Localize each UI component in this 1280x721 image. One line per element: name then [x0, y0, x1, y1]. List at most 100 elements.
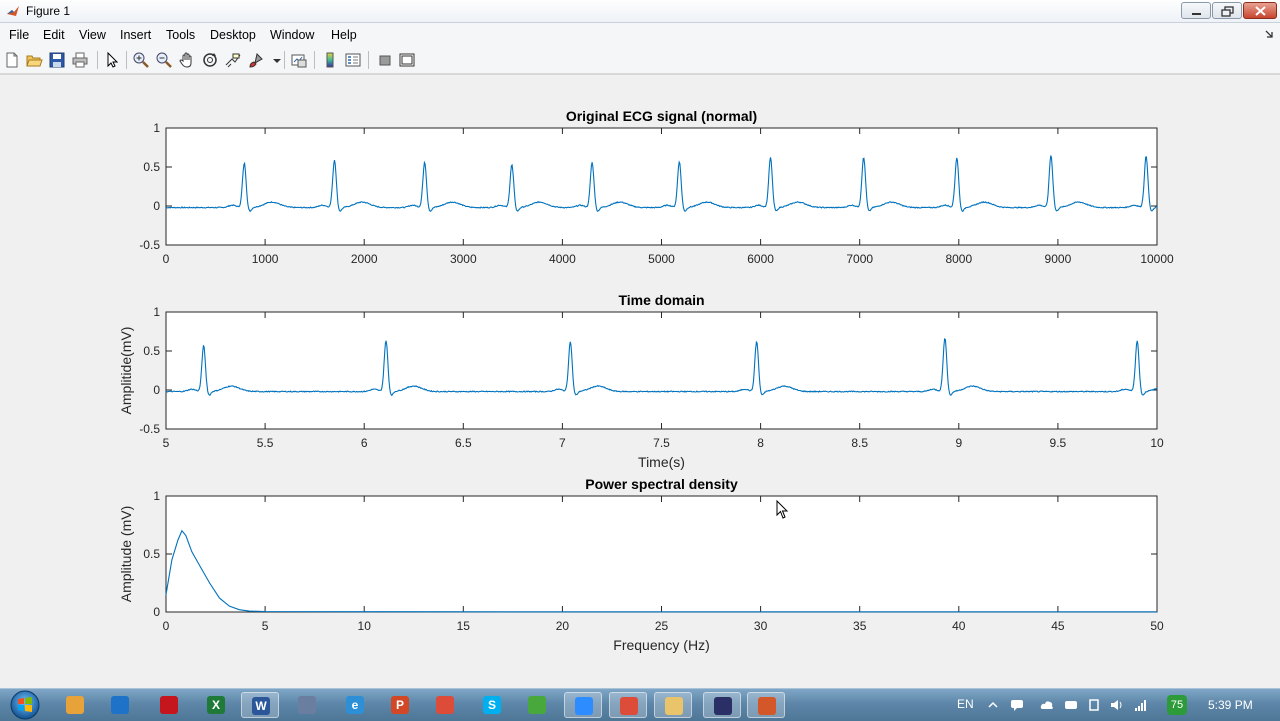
y-axis-label: Amplitude (mV)	[118, 506, 134, 602]
y-tick-label: 1	[153, 121, 160, 135]
window-title-bar[interactable]: Figure 1	[0, 0, 1280, 23]
x-tick-label: 5	[163, 436, 170, 450]
ie-taskbar-button[interactable]	[101, 692, 139, 718]
close-button[interactable]	[1243, 2, 1277, 19]
rotate-icon[interactable]	[201, 51, 219, 69]
show-plot-tools-icon[interactable]	[398, 51, 416, 69]
start-button-icon[interactable]	[6, 689, 44, 721]
folder-icon	[665, 697, 683, 715]
excel-taskbar-button[interactable]: X	[197, 692, 235, 718]
toolbar-separator	[97, 51, 98, 69]
x-tick-label: 5.5	[257, 436, 274, 450]
pan-icon[interactable]	[178, 51, 196, 69]
window-title: Figure 1	[26, 4, 71, 18]
chrome-taskbar-button[interactable]	[609, 692, 647, 718]
axes-box-3	[165, 495, 1158, 613]
y-tick-label: 0.5	[143, 344, 160, 358]
chrome-taskbar-button[interactable]	[426, 692, 464, 718]
menu-tools[interactable]: Tools	[166, 28, 196, 42]
series-line-2	[165, 337, 1158, 397]
matlab-editor-taskbar-button[interactable]	[703, 692, 741, 718]
menu-file[interactable]: File	[9, 28, 30, 42]
excel-icon: X	[207, 696, 225, 714]
folder-taskbar-button[interactable]	[654, 692, 692, 718]
y-tick-label: 0.5	[143, 547, 160, 561]
media-taskbar-button[interactable]	[288, 692, 326, 718]
axes-title: Power spectral density	[585, 476, 738, 492]
acrobat-taskbar-button[interactable]	[150, 692, 188, 718]
x-tick-label: 30	[754, 619, 768, 633]
new-figure-icon[interactable]	[3, 51, 21, 69]
browser-taskbar-button[interactable]: e	[336, 692, 374, 718]
toolbar-separator	[126, 51, 127, 69]
clock[interactable]: 5:39 PM	[1208, 698, 1253, 712]
link-plot-icon[interactable]	[290, 51, 308, 69]
x-tick-label: 3000	[450, 252, 477, 266]
matlab-taskbar-button[interactable]	[747, 692, 785, 718]
x-tick-label: 9.5	[1050, 436, 1067, 450]
axes-title: Time domain	[618, 292, 704, 308]
green-app-icon	[528, 696, 546, 714]
y-axis-label: Amplitide(mV)	[118, 327, 134, 415]
volume-icon[interactable]	[1110, 698, 1124, 712]
y-tick-label: 0	[153, 605, 160, 619]
colorbar-icon[interactable]	[321, 51, 339, 69]
file-manager-taskbar-button[interactable]	[56, 692, 94, 718]
matlab-logo-icon	[7, 6, 19, 16]
pointer-icon[interactable]	[103, 51, 121, 69]
powerpoint-icon: P	[391, 696, 409, 714]
y-tick-label: 1	[153, 305, 160, 319]
y-tick-label: 0	[153, 383, 160, 397]
print-icon[interactable]	[71, 51, 89, 69]
y-tick-label: 0	[153, 199, 160, 213]
language-indicator[interactable]: EN	[957, 697, 974, 711]
menu-window[interactable]: Window	[270, 28, 315, 42]
chat-icon[interactable]	[1010, 698, 1024, 712]
menu-edit[interactable]: Edit	[43, 28, 65, 42]
x-tick-label: 7	[559, 436, 566, 450]
green-app-taskbar-button[interactable]	[518, 692, 556, 718]
restore-button[interactable]	[1212, 2, 1242, 19]
word-taskbar-button[interactable]: W	[241, 692, 279, 718]
skype-taskbar-button[interactable]: S	[473, 692, 511, 718]
x-tick-label: 8.5	[851, 436, 868, 450]
browser-icon: e	[346, 696, 364, 714]
figure-canvas[interactable]: 0 1000 2000 3000 4000 5000 6000 7000 8000 9000 100…	[0, 74, 1280, 689]
brush-dropdown-icon[interactable]	[268, 51, 286, 69]
powerpoint-taskbar-button[interactable]: P	[381, 692, 419, 718]
video-icon[interactable]	[1064, 698, 1078, 712]
dock-arrow-icon[interactable]	[1264, 29, 1274, 39]
x-tick-label: 10000	[1140, 252, 1174, 266]
zoom-taskbar-button[interactable]	[564, 692, 602, 718]
word-icon: W	[252, 697, 270, 715]
open-file-icon[interactable]	[25, 51, 43, 69]
save-icon[interactable]	[48, 51, 66, 69]
network-icon[interactable]	[1134, 698, 1148, 712]
device-icon[interactable]	[1087, 698, 1101, 712]
x-tick-label: 45	[1051, 619, 1065, 633]
tray-expand-icon[interactable]	[986, 698, 1000, 712]
x-tick-label: 6000	[747, 252, 774, 266]
axes-box-1	[165, 127, 1158, 246]
x-tick-label: 5000	[648, 252, 675, 266]
x-tick-label: 4000	[549, 252, 576, 266]
hide-plot-tools-icon[interactable]	[376, 51, 394, 69]
zoom-out-icon[interactable]	[155, 51, 173, 69]
brush-icon[interactable]	[247, 51, 265, 69]
legend-icon[interactable]	[344, 51, 362, 69]
x-tick-label: 9000	[1045, 252, 1072, 266]
x-tick-label: 8000	[945, 252, 972, 266]
data-cursor-icon[interactable]	[224, 51, 242, 69]
minimize-button[interactable]	[1181, 2, 1211, 19]
zoom-in-icon[interactable]	[132, 51, 150, 69]
cloud-upload-icon[interactable]	[1040, 698, 1054, 712]
menu-help[interactable]: Help	[331, 28, 357, 42]
menu-desktop[interactable]: Desktop	[210, 28, 256, 42]
x-tick-label: 5	[262, 619, 269, 633]
x-tick-label: 10	[358, 619, 372, 633]
menu-insert[interactable]: Insert	[120, 28, 152, 42]
x-tick-label: 6	[361, 436, 368, 450]
menu-view[interactable]: View	[79, 28, 106, 42]
tray-badge[interactable]: 75	[1167, 695, 1187, 715]
